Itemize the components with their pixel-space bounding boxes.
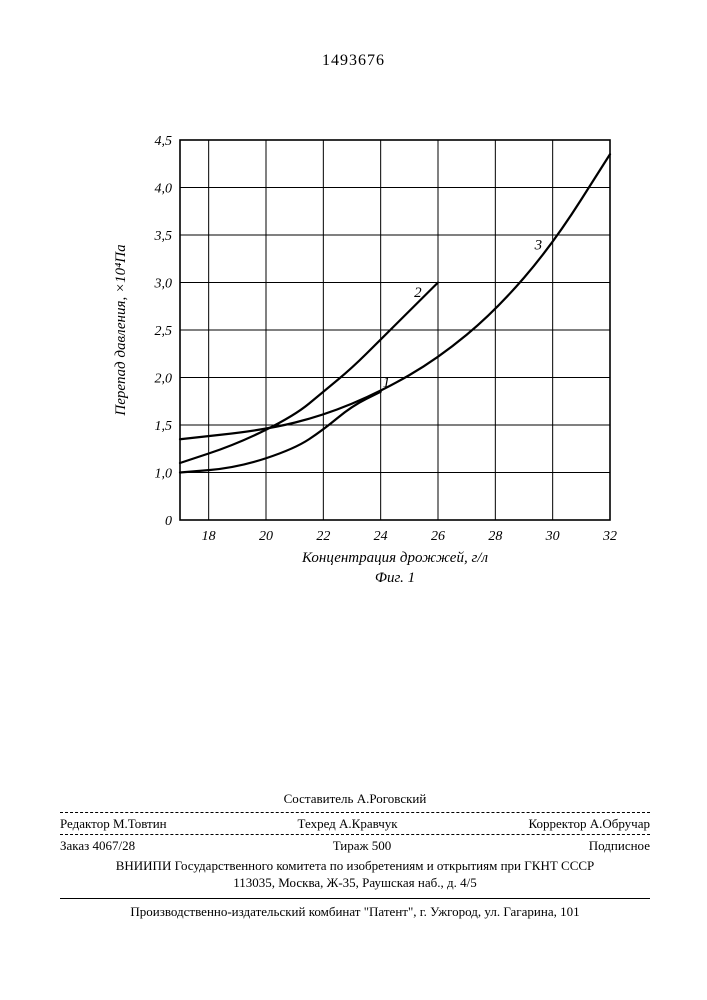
svg-text:2,0: 2,0 [155,372,173,387]
svg-text:Фиг. 1: Фиг. 1 [375,570,415,586]
svg-text:Перепад давления, ×10⁴Па: Перепад давления, ×10⁴Па [113,244,129,416]
svg-text:32: 32 [602,529,617,544]
svg-text:3: 3 [534,237,543,253]
svg-text:3,5: 3,5 [154,229,173,244]
printer-line: Производственно-издательский комбинат "П… [60,903,650,921]
order-number: Заказ 4067/28 [60,837,135,855]
org-address: 113035, Москва, Ж-35, Раушская наб., д. … [60,874,650,892]
pressure-vs-concentration-chart: 182022242628303201,01,52,02,53,03,54,04,… [100,130,620,590]
svg-text:18: 18 [202,529,216,544]
svg-text:2,5: 2,5 [155,324,173,339]
subscription: Подписное [589,837,650,855]
tech-editor: Техред А.Кравчук [298,815,398,833]
svg-text:Концентрация дрожжей, г/л: Концентрация дрожжей, г/л [301,550,488,566]
svg-text:30: 30 [545,529,560,544]
divider [60,898,650,899]
credits-row: Редактор М.Товтин Техред А.Кравчук Корре… [60,812,650,836]
svg-text:1,0: 1,0 [155,467,173,482]
svg-text:28: 28 [488,529,502,544]
org-line: ВНИИПИ Государственного комитета по изоб… [60,857,650,875]
svg-text:0: 0 [165,514,172,529]
svg-text:2: 2 [414,285,422,301]
svg-text:26: 26 [431,529,445,544]
chart-svg: 182022242628303201,01,52,02,53,03,54,04,… [100,130,620,590]
svg-text:20: 20 [259,529,273,544]
editor: Редактор М.Товтин [60,815,167,833]
svg-text:24: 24 [374,529,388,544]
order-row: Заказ 4067/28 Тираж 500 Подписное [60,835,650,857]
svg-text:4,5: 4,5 [155,134,173,149]
svg-text:1,5: 1,5 [155,419,173,434]
svg-text:3,0: 3,0 [154,277,173,292]
imprint-block: Составитель А.Роговский Редактор М.Товти… [60,790,650,920]
svg-text:4,0: 4,0 [155,182,173,197]
corrector: Корректор А.Обручар [529,815,650,833]
circulation: Тираж 500 [333,837,392,855]
document-number: 1493676 [0,52,707,70]
compiler-line: Составитель А.Роговский [60,790,650,808]
svg-text:22: 22 [316,529,330,544]
